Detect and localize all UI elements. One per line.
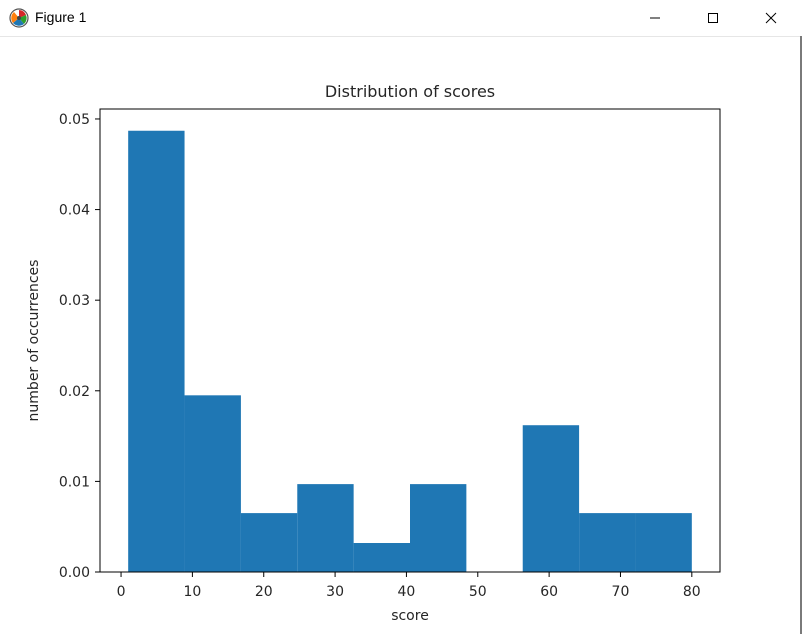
y-tick-label: 0.03	[59, 293, 90, 309]
minimize-icon	[650, 17, 660, 19]
x-tick-label: 40	[398, 584, 416, 600]
x-tick-label: 80	[683, 584, 701, 600]
figure-canvas: 0 10 20 30 40 50 60 70 80 0.00 0.01 0.02 0.03 0.04 0.…	[0, 37, 800, 634]
histogram-bar	[128, 130, 185, 572]
x-tick-label: 20	[255, 584, 273, 600]
axes-frame	[99, 108, 721, 573]
x-tick-label: 30	[326, 584, 344, 600]
x-tick-label: 50	[469, 584, 487, 600]
histogram-bar	[522, 425, 580, 572]
close-button[interactable]	[742, 0, 800, 36]
x-tick-label: 70	[612, 584, 630, 600]
y-axis-label: number of occurrences	[26, 260, 42, 422]
x-tick-label: 60	[540, 584, 558, 600]
title-bar[interactable]: Figure 1	[0, 0, 802, 37]
histogram-bar	[240, 513, 298, 572]
window-title: Figure 1	[35, 9, 87, 25]
histogram-chart: 0 10 20 30 40 50 60 70 80 0.00 0.01 0.02 0.03 0.04 0.…	[26, 82, 721, 624]
histogram-bar	[579, 513, 636, 572]
close-icon	[765, 12, 777, 24]
x-axis-label: score	[391, 608, 429, 624]
window-edge	[800, 36, 802, 634]
minimize-button[interactable]	[626, 0, 684, 36]
y-tick-label: 0.00	[59, 565, 90, 581]
maximize-icon	[708, 13, 718, 23]
histogram-bar	[635, 513, 692, 572]
y-tick-label: 0.01	[59, 474, 90, 490]
x-tick-label: 10	[183, 584, 201, 600]
histogram-bar	[353, 543, 410, 572]
y-tick-label: 0.02	[59, 384, 90, 400]
x-tick-label: 0	[117, 584, 126, 600]
histogram-bar	[297, 484, 354, 572]
matplotlib-icon	[9, 8, 29, 28]
y-tick-label: 0.05	[59, 112, 90, 128]
maximize-button[interactable]	[684, 0, 742, 36]
y-tick-label: 0.04	[59, 203, 90, 219]
chart-title: Distribution of scores	[325, 82, 495, 101]
histogram-bar	[410, 484, 467, 572]
histogram-bar	[184, 395, 241, 572]
